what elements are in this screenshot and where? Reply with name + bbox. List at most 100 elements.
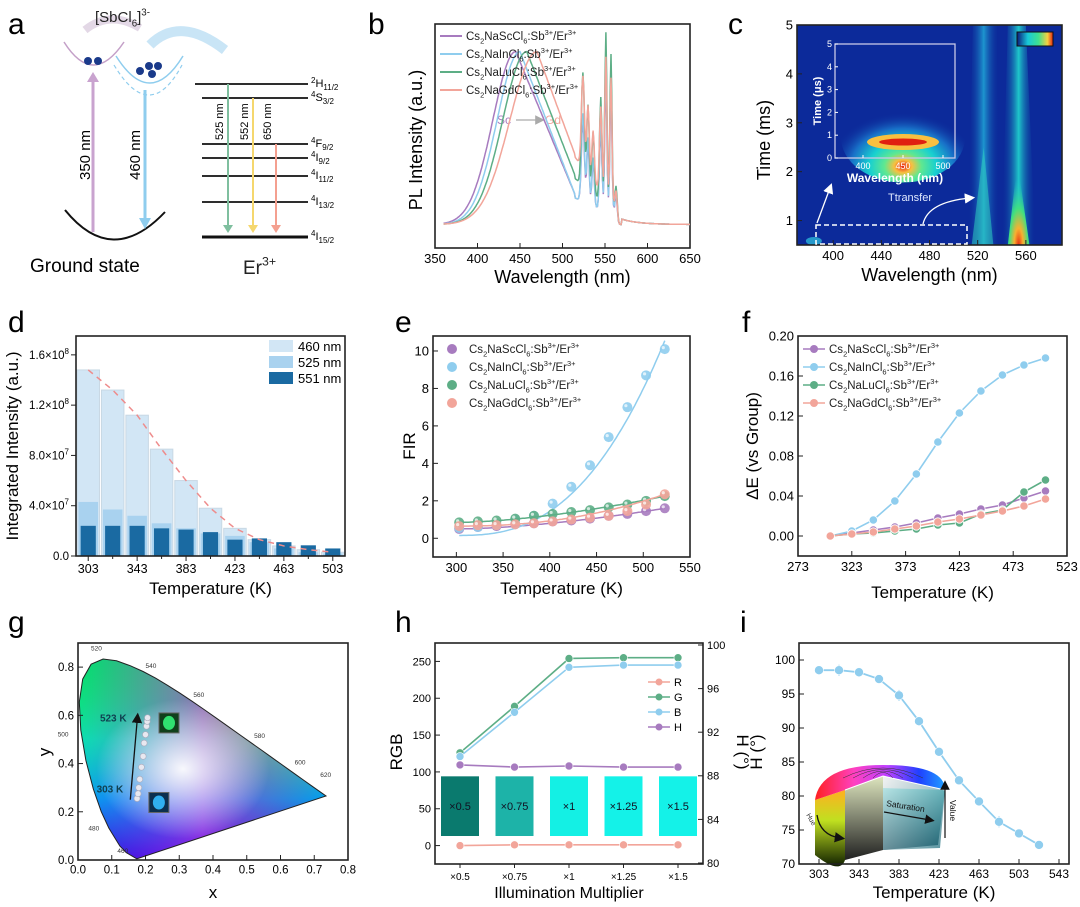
label-part: Cs xyxy=(829,380,843,392)
label-part: :Sb xyxy=(527,67,544,79)
cylinder-side-left xyxy=(815,790,845,867)
label-part: NaLuCl xyxy=(487,380,525,392)
label-part: 6 xyxy=(523,72,527,81)
label-part: 3+ xyxy=(910,395,919,404)
panel-label-f: f xyxy=(742,306,751,339)
cylinder-ring xyxy=(872,772,894,779)
panel-a: 350 nm 460 nm Ground state 2H11/24S3/24F… xyxy=(30,7,339,279)
label-part: 2 xyxy=(483,367,487,376)
y-tick-label: 84 xyxy=(707,814,719,826)
legend-marker xyxy=(447,362,457,372)
x-tick-label: 0.5 xyxy=(239,865,255,877)
emission-label: 552 nm xyxy=(239,103,251,140)
x-tick-label: 303 xyxy=(809,867,829,881)
point-highlight xyxy=(661,346,665,350)
panel-d: 303 343 383 423 463 5030.04.0×1078.0×1071.2×1… xyxy=(3,335,346,598)
label-part: 0.0 xyxy=(53,551,69,563)
x-tick-label: 423 xyxy=(929,867,949,881)
bar-551-nm xyxy=(178,529,194,556)
electron xyxy=(154,62,162,70)
inset-y-tick-label: 1 xyxy=(827,130,832,140)
data-point xyxy=(934,746,944,757)
legend-marker xyxy=(655,708,663,716)
host-label: [SbCl6]3- xyxy=(95,7,150,29)
data-point-sc xyxy=(659,503,670,514)
data-point-h xyxy=(510,762,519,772)
y-tick-label: 0.4 xyxy=(58,759,75,771)
label-part: /Er xyxy=(556,380,571,392)
legend-label: Cs2NaInCl6:Sb3+/Er3+ xyxy=(466,46,573,64)
x-tick-label: 480 xyxy=(919,248,941,263)
x-tick-label: 503 xyxy=(1009,867,1029,881)
er-label: Er3+ xyxy=(243,254,276,279)
label-part: 6 xyxy=(526,349,530,358)
x-tick-label: 373 xyxy=(895,559,917,574)
y-tick-label: 92 xyxy=(707,727,719,739)
label-part: :Sb xyxy=(527,362,544,374)
label-part: 3+ xyxy=(573,395,582,404)
electron xyxy=(148,70,156,78)
point-highlight xyxy=(642,372,647,376)
data-point-gd xyxy=(659,489,670,500)
x-tick-label: 550 xyxy=(594,251,616,266)
x-tick-label: 550 xyxy=(679,560,701,575)
data-point-gd xyxy=(933,517,943,527)
y-tick-label: 100 xyxy=(707,640,725,652)
y-tick-label: 0.6 xyxy=(58,710,74,722)
label-part: H xyxy=(315,78,323,90)
label-part: 3+ xyxy=(568,28,577,37)
label-part: :Sb xyxy=(890,380,907,392)
label-part: Cs xyxy=(829,398,843,410)
y-axis-title: Time (ms) xyxy=(754,100,774,180)
y-tick-label: 0.0 xyxy=(53,551,69,563)
point-highlight xyxy=(605,512,609,516)
label-part: 6 xyxy=(525,90,529,99)
label-part: /Er xyxy=(552,362,567,374)
x-tick-label: ×1 xyxy=(563,872,575,883)
chromaticity-point xyxy=(139,753,147,760)
chromaticity-point xyxy=(134,790,142,797)
data-point xyxy=(874,674,884,684)
x-tick-label: ×1.25 xyxy=(611,872,637,883)
data-point-gd xyxy=(510,519,521,530)
label-part: 3+ xyxy=(548,341,557,350)
y-tick-label: 1 xyxy=(786,213,793,228)
label-part: /Er xyxy=(918,398,933,410)
arrow-head xyxy=(87,72,99,82)
energy-level-label: 4S3/2 xyxy=(311,90,334,106)
label-part: 8 xyxy=(65,347,70,356)
y-tick-label: 200 xyxy=(413,693,431,705)
label-part: 3+ xyxy=(550,395,559,404)
label-part: Cs xyxy=(829,344,843,356)
label-part: 4 xyxy=(311,229,316,238)
legend-marker xyxy=(810,399,818,407)
label-part: NaLuCl xyxy=(847,380,885,392)
y-tick-label: 4 xyxy=(786,66,793,81)
legend-swatch xyxy=(269,356,293,368)
chromaticity-point xyxy=(142,731,149,738)
data-point-in xyxy=(566,481,577,492)
data-point-gd xyxy=(868,527,878,537)
label-part: 3+ xyxy=(544,359,553,368)
x-tick-label: 450 xyxy=(586,560,608,575)
label-part: [SbCl xyxy=(95,9,132,26)
data-point xyxy=(834,665,844,676)
data-point-r xyxy=(619,840,628,850)
x-axis-title: Wavelength (nm) xyxy=(861,265,997,285)
label-part: 9/2 xyxy=(319,157,331,166)
y-tick-label: 0.04 xyxy=(769,489,794,504)
inset-pointer-arrow xyxy=(816,183,834,224)
label-part: 3+ xyxy=(908,341,917,350)
label-part: :Sb xyxy=(532,398,549,410)
data-point xyxy=(1034,840,1044,850)
label-part: NaGdCl xyxy=(487,398,528,410)
bar-551-nm xyxy=(154,528,170,556)
data-point-gd xyxy=(528,518,539,529)
label-part: 6 xyxy=(886,349,890,358)
label-part: 3+ xyxy=(545,28,554,37)
inset-y-tick-label: 5 xyxy=(827,39,832,49)
point-highlight xyxy=(530,520,535,524)
y-axis-title-right: H (°) xyxy=(733,734,752,769)
point-highlight xyxy=(624,404,628,408)
legend-swatch xyxy=(269,372,293,384)
